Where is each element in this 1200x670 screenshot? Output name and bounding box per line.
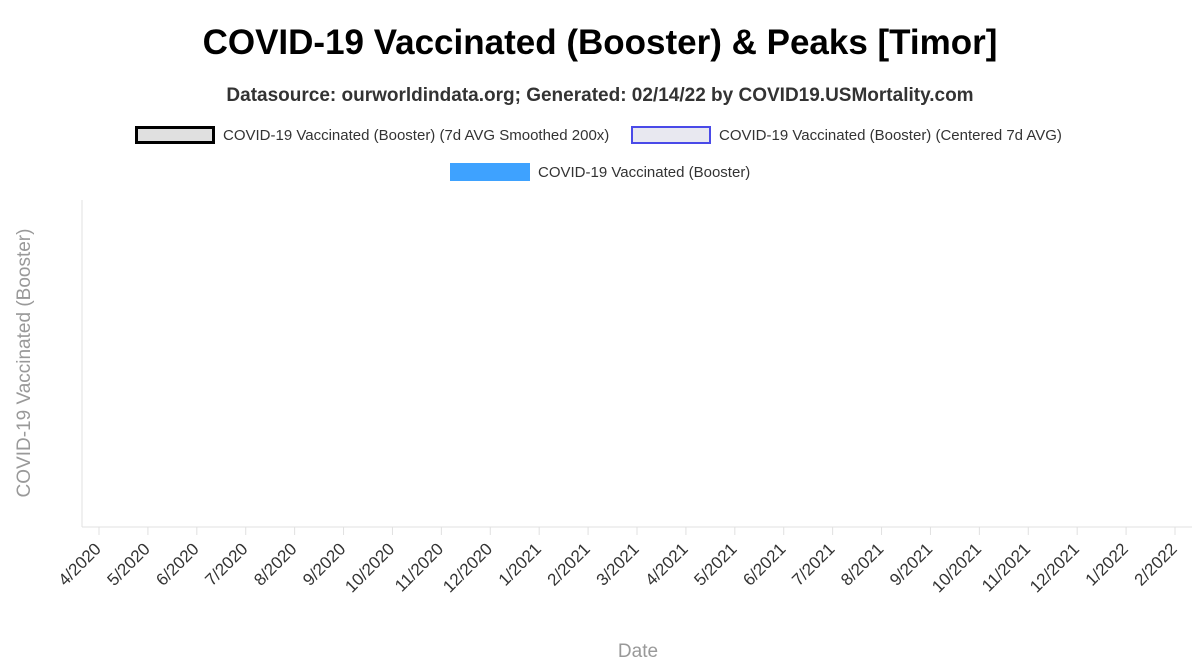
x-axis-label: Date (618, 641, 658, 662)
legend-item-booster[interactable]: COVID-19 Vaccinated (Booster) (450, 162, 750, 182)
x-tick-label: 12/2021 (1026, 539, 1083, 596)
x-tick-label: 4/2021 (642, 539, 692, 589)
legend-item-centered[interactable]: COVID-19 Vaccinated (Booster) (Centered … (631, 125, 1062, 145)
x-tick-label: 2/2021 (544, 539, 594, 589)
x-tick-label: 8/2020 (250, 539, 300, 589)
legend-swatch-centered (631, 126, 711, 144)
x-tick-label: 10/2020 (341, 539, 398, 596)
x-tick-label: 7/2020 (201, 539, 251, 589)
x-tick-label: 1/2022 (1082, 539, 1132, 589)
legend-swatch-booster (450, 163, 530, 181)
x-tick-label: 5/2020 (104, 539, 154, 589)
x-tick-label: 10/2021 (928, 539, 985, 596)
legend-label-centered: COVID-19 Vaccinated (Booster) (Centered … (719, 126, 1062, 144)
x-tick-label: 3/2021 (593, 539, 643, 589)
x-tick-label: 4/2020 (55, 539, 105, 589)
x-tick-label: 2/2022 (1131, 539, 1181, 589)
chart-title: COVID-19 Vaccinated (Booster) & Peaks [T… (202, 23, 998, 62)
legend-label-smoothed: COVID-19 Vaccinated (Booster) (7d AVG Sm… (223, 126, 610, 144)
chart-subtitle: Datasource: ourworldindata.org; Generate… (226, 85, 974, 106)
legend-item-smoothed[interactable]: COVID-19 Vaccinated (Booster) (7d AVG Sm… (135, 125, 609, 145)
y-axis-label: COVID-19 Vaccinated (Booster) (14, 229, 35, 498)
x-tick-label: 1/2021 (495, 539, 545, 589)
x-tick-label: 5/2021 (690, 539, 740, 589)
legend-label-booster: COVID-19 Vaccinated (Booster) (538, 163, 751, 181)
x-tick-label: 7/2021 (788, 539, 838, 589)
legend-swatch-smoothed (135, 126, 215, 144)
x-tick-label: 12/2020 (439, 539, 496, 596)
x-tick-label: 6/2020 (152, 539, 202, 589)
x-tick-label: 6/2021 (739, 539, 789, 589)
x-tick-label: 11/2021 (978, 539, 1034, 595)
x-axis-ticks: 4/20205/20206/20207/20208/20209/202010/2… (55, 527, 1181, 596)
x-tick-label: 11/2020 (391, 539, 447, 595)
x-tick-label: 8/2021 (837, 539, 887, 589)
